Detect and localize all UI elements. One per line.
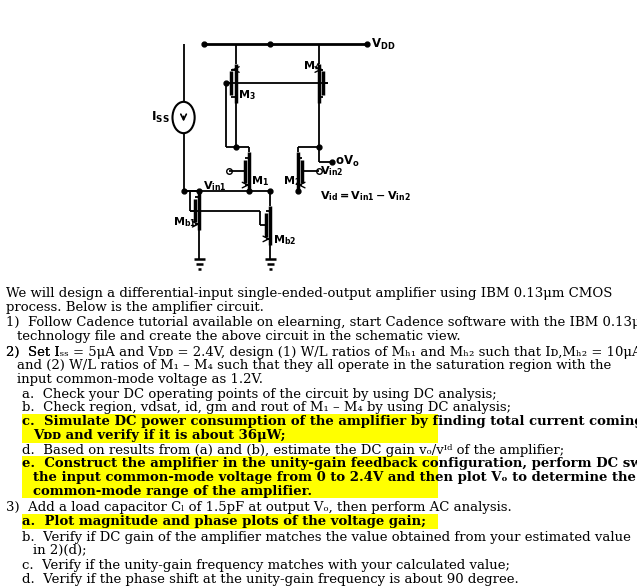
Text: $\mathbf{M_{b2}}$: $\mathbf{M_{b2}}$ <box>273 233 296 247</box>
Text: $\mathbf{M_4}$: $\mathbf{M_4}$ <box>303 59 322 73</box>
Text: the input common-mode voltage from 0 to 2.4V and then plot Vₒ to determine the i: the input common-mode voltage from 0 to … <box>33 471 637 484</box>
Text: process. Below is the amplifier circuit.: process. Below is the amplifier circuit. <box>6 301 264 314</box>
Text: $\mathbf{V_{in1}}$: $\mathbf{V_{in1}}$ <box>203 179 227 193</box>
Text: $\mathbf{oV_o}$: $\mathbf{oV_o}$ <box>334 154 359 169</box>
Text: $\mathbf{M_3}$: $\mathbf{M_3}$ <box>238 88 255 102</box>
Text: 2)  Set Iₛₛ = 5μA and Vᴅᴅ = 2.4V, design (1) W/L ratios of Mₕ₁ and Mₕ₂ such that: 2) Set Iₛₛ = 5μA and Vᴅᴅ = 2.4V, design … <box>6 346 637 359</box>
Text: $\mathbf{V_{id} = V_{in1} - V_{in2}}$: $\mathbf{V_{id} = V_{in1} - V_{in2}}$ <box>320 189 411 203</box>
Text: $\mathbf{V_{DD}}$: $\mathbf{V_{DD}}$ <box>371 36 395 52</box>
Text: $\mathbf{I_{SS}}$: $\mathbf{I_{SS}}$ <box>151 110 169 125</box>
Bar <box>22 514 438 529</box>
Text: 2)  Set I: 2) Set I <box>6 346 59 359</box>
Text: b.  Check region, vdsat, id, gm and rout of M₁ – M₄ by using DC analysis;: b. Check region, vdsat, id, gm and rout … <box>22 401 512 414</box>
Text: a.  Check your DC operating points of the circuit by using DC analysis;: a. Check your DC operating points of the… <box>22 388 497 401</box>
Text: $\mathbf{V_{in2}}$: $\mathbf{V_{in2}}$ <box>320 165 344 178</box>
Text: d.  Based on results from (a) and (b), estimate the DC gain vₒ/vᴵᵈ of the amplif: d. Based on results from (a) and (b), es… <box>22 444 564 456</box>
Text: technology file and create the above circuit in the schematic view.: technology file and create the above cir… <box>17 330 461 343</box>
Text: b.  Verify if DC gain of the amplifier matches the value obtained from your esti: b. Verify if DC gain of the amplifier ma… <box>22 531 631 544</box>
Text: $\mathbf{M_1}$: $\mathbf{M_1}$ <box>252 174 269 188</box>
Text: 1)  Follow Cadence tutorial available on elearning, start Cadence software with : 1) Follow Cadence tutorial available on … <box>6 316 637 329</box>
Text: a.  Plot magnitude and phase plots of the voltage gain;: a. Plot magnitude and phase plots of the… <box>22 515 426 528</box>
Text: common-mode range of the amplifier.: common-mode range of the amplifier. <box>33 485 312 498</box>
Text: and (2) W/L ratios of M₁ – M₄ such that they all operate in the saturation regio: and (2) W/L ratios of M₁ – M₄ such that … <box>17 359 611 372</box>
Text: 3)  Add a load capacitor Cₗ of 1.5pF at output Vₒ, then perform AC analysis.: 3) Add a load capacitor Cₗ of 1.5pF at o… <box>6 501 512 515</box>
Bar <box>22 414 438 442</box>
Text: e.  Construct the amplifier in the unity-gain feedback configuration, perform DC: e. Construct the amplifier in the unity-… <box>22 457 637 470</box>
Text: c.  Verify if the unity-gain frequency matches with your calculated value;: c. Verify if the unity-gain frequency ma… <box>22 559 510 572</box>
Text: Vᴅᴅ and verify if it is about 36μW;: Vᴅᴅ and verify if it is about 36μW; <box>33 429 286 442</box>
Text: in 2)(d);: in 2)(d); <box>33 544 87 557</box>
Text: $\mathbf{M_{b1}}$: $\mathbf{M_{b1}}$ <box>173 216 197 229</box>
Bar <box>22 456 438 498</box>
Text: $\mathbf{M_2}$: $\mathbf{M_2}$ <box>283 174 301 188</box>
Text: input common-mode voltage as 1.2V.: input common-mode voltage as 1.2V. <box>17 373 262 386</box>
Text: We will design a differential-input single-ended-output amplifier using IBM 0.13: We will design a differential-input sing… <box>6 287 612 300</box>
Text: c.  Simulate DC power consumption of the amplifier by finding total current comi: c. Simulate DC power consumption of the … <box>22 415 637 428</box>
Text: d.  Verify if the phase shift at the unity-gain frequency is about 90 degree.: d. Verify if the phase shift at the unit… <box>22 573 519 586</box>
